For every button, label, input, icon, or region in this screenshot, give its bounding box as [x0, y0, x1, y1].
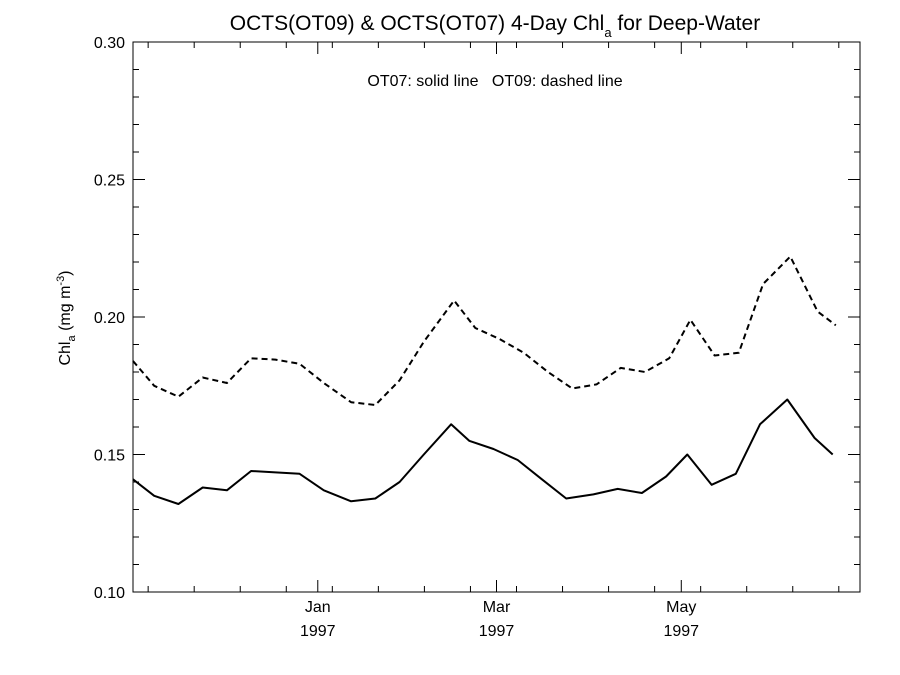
- y-tick-labels: 0.10 0.15 0.20 0.25 0.30: [94, 35, 125, 602]
- series-layer: [132, 255, 837, 505]
- x-tick-label-year: 1997: [300, 623, 336, 640]
- y-tick-label: 0.10: [94, 585, 125, 602]
- series-line-ot09: [132, 255, 837, 406]
- y-tick-label: 0.30: [94, 35, 125, 52]
- y-tick-label: 0.20: [94, 310, 125, 327]
- y-axis-label: Chla (mg m-3): [55, 270, 78, 365]
- minor-ticks: [133, 41, 860, 593]
- x-tick-label-year: 1997: [479, 623, 515, 640]
- chart-title: OCTS(OT09) & OCTS(OT07) 4-Day Chla for D…: [230, 12, 760, 40]
- x-tick-labels: Jan 1997 Mar 1997 May 1997: [300, 599, 699, 640]
- x-tick-label-month: May: [666, 599, 696, 616]
- y-tick-label: 0.25: [94, 173, 125, 190]
- x-tick-label-month: Mar: [483, 599, 511, 616]
- legend-annotation: OT07: solid line OT09: dashed line: [367, 73, 622, 90]
- series-line-ot07: [132, 398, 834, 505]
- x-tick-label-month: Jan: [305, 599, 331, 616]
- y-tick-label: 0.15: [94, 448, 125, 465]
- x-tick-label-year: 1997: [663, 623, 699, 640]
